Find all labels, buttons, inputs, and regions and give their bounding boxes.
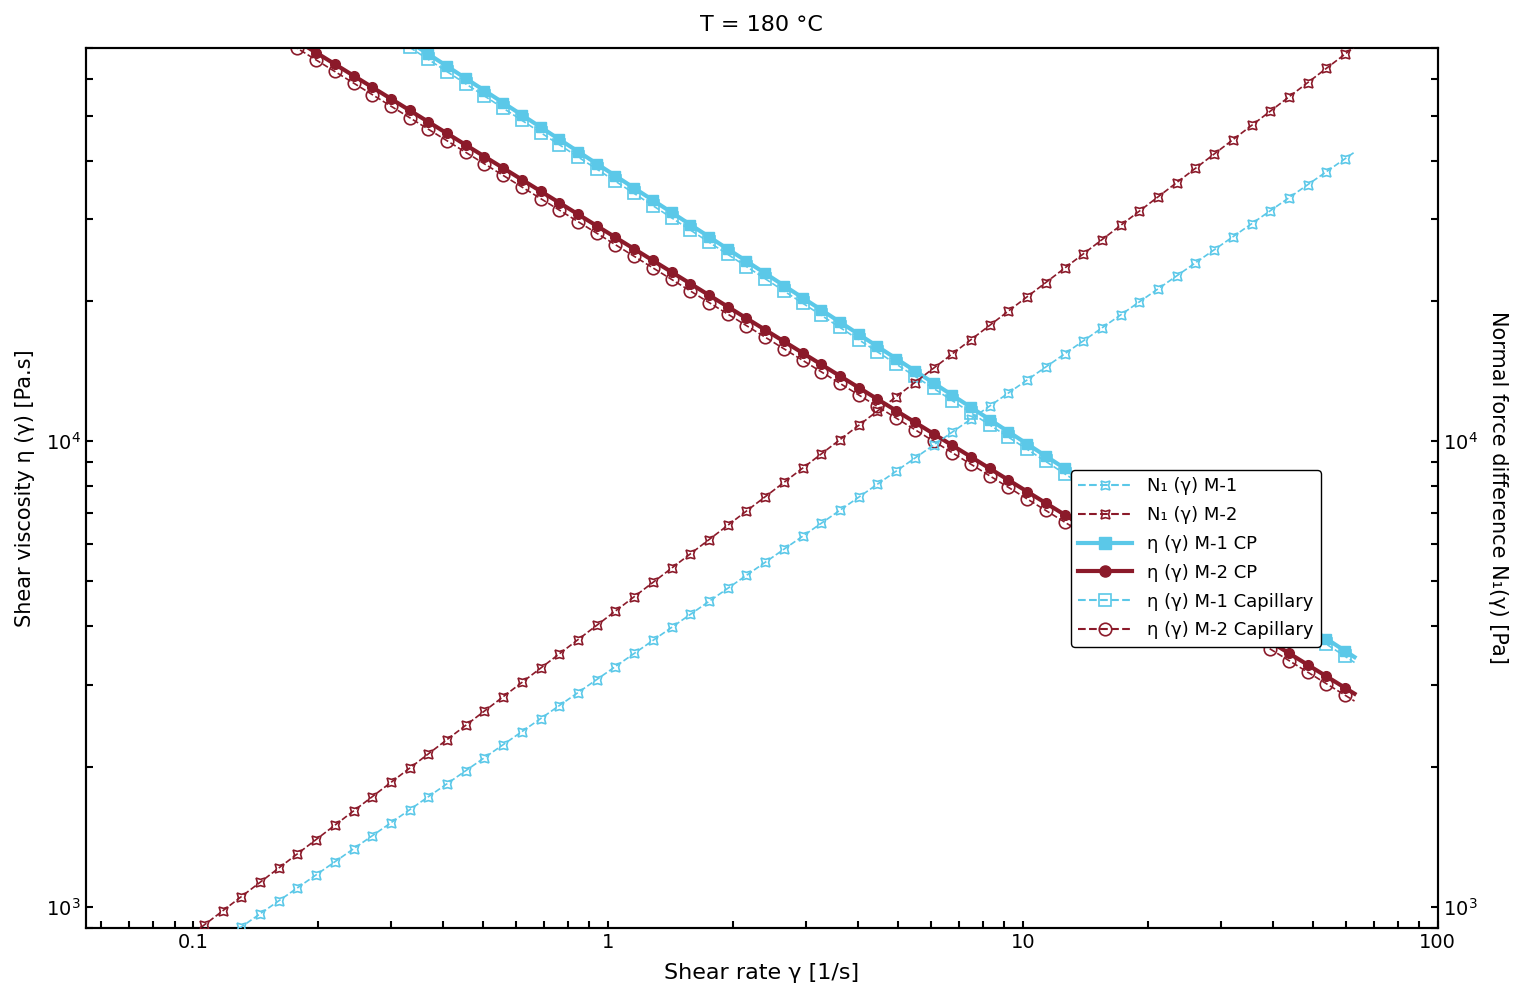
Title: T = 180 °C: T = 180 °C (701, 15, 824, 35)
Y-axis label: Normal force difference N₁(γ) [Pa]: Normal force difference N₁(γ) [Pa] (1488, 311, 1508, 665)
Y-axis label: Shear viscosity η (γ) [Pa.s]: Shear viscosity η (γ) [Pa.s] (15, 349, 35, 627)
Legend: N₁ (γ) M-1, N₁ (γ) M-2, η (γ) M-1 CP, η (γ) M-2 CP, η (γ) M-1 Capillary, η (γ) M: N₁ (γ) M-1, N₁ (γ) M-2, η (γ) M-1 CP, η … (1071, 470, 1320, 647)
X-axis label: Shear rate γ [1/s]: Shear rate γ [1/s] (664, 963, 859, 983)
